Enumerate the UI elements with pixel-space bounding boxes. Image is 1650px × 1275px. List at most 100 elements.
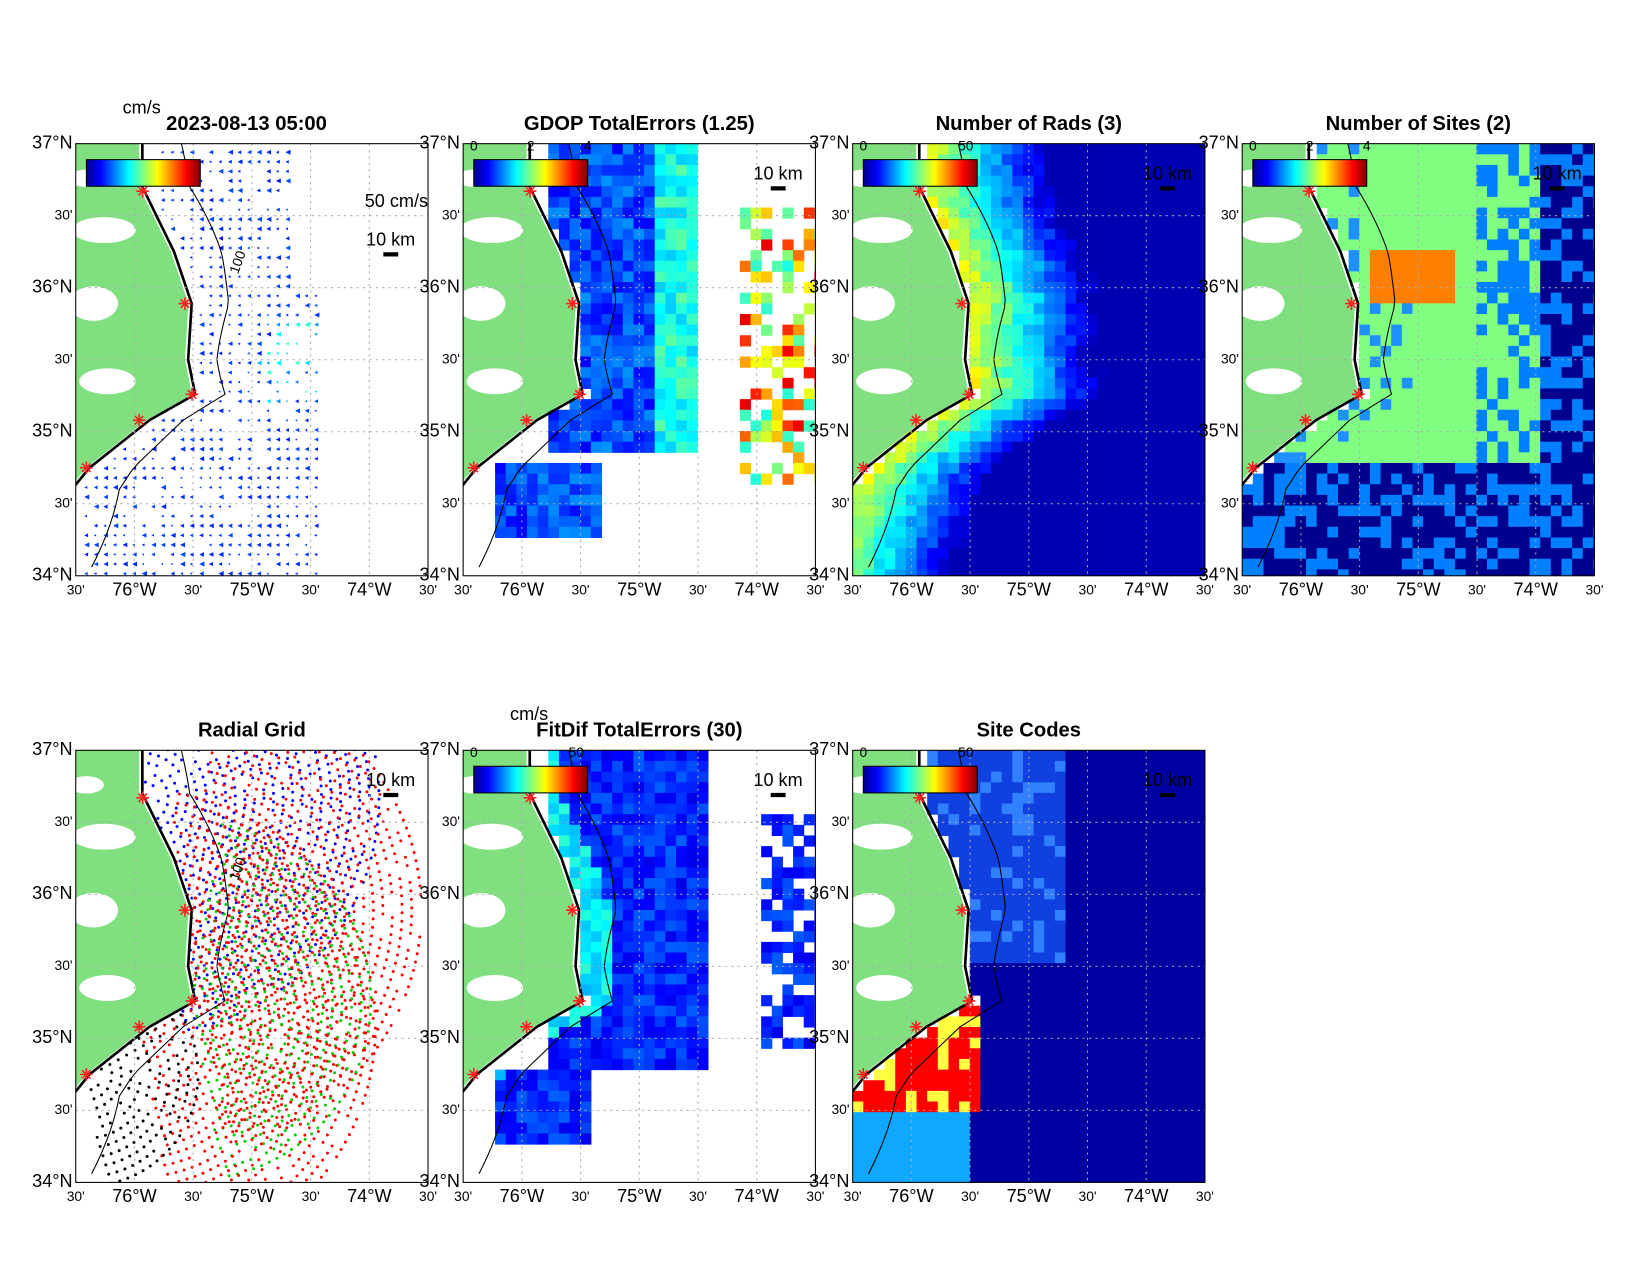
current-arrow — [208, 533, 212, 537]
data-cell — [1242, 569, 1254, 576]
data-cell — [1054, 377, 1067, 389]
data-cell — [761, 271, 773, 283]
data-cell — [1033, 367, 1045, 379]
radial-grid-point — [175, 700, 178, 703]
current-arrow — [247, 313, 250, 317]
data-cell — [1284, 526, 1296, 538]
data-cell — [1161, 409, 1173, 421]
data-cell — [1401, 345, 1414, 358]
data-cell — [1076, 526, 1088, 538]
data-cell — [633, 186, 645, 198]
data-cell — [1508, 282, 1520, 294]
data-cell — [1582, 154, 1594, 166]
current-arrow — [256, 322, 261, 327]
data-cell — [590, 196, 603, 209]
data-cell — [1012, 303, 1024, 315]
current-arrow — [227, 198, 231, 202]
radial-grid-point — [272, 959, 276, 963]
data-cell — [1391, 494, 1403, 507]
data-cell — [676, 409, 688, 421]
radial-grid-point — [184, 828, 188, 832]
data-cell — [980, 282, 992, 294]
site-marker — [132, 413, 146, 427]
data-cell — [927, 505, 939, 517]
data-cell — [580, 367, 592, 379]
data-cell — [1054, 388, 1067, 400]
data-cell — [1486, 526, 1499, 538]
data-cell — [782, 356, 794, 368]
radial-grid-point — [343, 716, 346, 719]
data-cell — [1065, 399, 1077, 411]
current-arrow — [285, 169, 289, 174]
data-cell — [1076, 303, 1088, 315]
current-arrow — [275, 437, 281, 442]
radial-grid-point — [295, 781, 299, 785]
radial-grid-point — [329, 733, 332, 736]
data-cell — [1582, 452, 1594, 464]
data-cell — [1444, 175, 1456, 187]
data-cell — [1550, 186, 1563, 198]
data-cell — [1203, 164, 1205, 177]
radial-grid-point — [277, 953, 281, 957]
data-cell — [1550, 484, 1563, 496]
current-arrow — [256, 294, 260, 298]
radial-grid-point — [302, 680, 305, 683]
data-cell — [1401, 494, 1414, 507]
data-cell — [1465, 452, 1477, 464]
radial-grid-point — [307, 793, 311, 797]
data-cell — [1001, 494, 1013, 507]
coastline — [463, 143, 585, 487]
data-cell — [927, 143, 939, 155]
data-cell — [1033, 239, 1045, 251]
data-cell — [1412, 409, 1424, 421]
radial-grid-point — [152, 733, 155, 736]
data-cell — [654, 207, 666, 219]
data-cell — [969, 239, 981, 251]
data-cell — [969, 558, 981, 570]
colorbar-tick-label: 0 — [470, 138, 478, 154]
data-cell — [686, 207, 698, 219]
data-cell — [980, 271, 992, 283]
radial-grid-point — [221, 816, 225, 820]
radial-grid-point — [183, 652, 186, 655]
data-cell — [814, 250, 816, 262]
radial-grid-point — [159, 745, 162, 748]
data-cell — [1550, 462, 1563, 475]
current-arrow — [103, 485, 108, 490]
data-cell — [1108, 420, 1120, 432]
radial-grid-point — [183, 603, 186, 606]
data-cell — [969, 441, 981, 453]
radial-grid-point — [280, 987, 284, 991]
radial-grid-point — [194, 687, 197, 690]
data-cell — [916, 462, 928, 475]
data-cell — [1203, 313, 1205, 326]
current-arrow — [285, 466, 289, 470]
data-cell — [569, 260, 581, 272]
data-cell — [852, 537, 864, 549]
data-cell — [1161, 537, 1173, 549]
data-cell — [1022, 335, 1035, 347]
radial-grid-point — [231, 701, 234, 704]
current-arrow — [275, 227, 279, 231]
radial-grid-point — [265, 1056, 269, 1060]
radial-grid-point — [307, 842, 311, 846]
radial-grid-point — [261, 858, 265, 862]
data-cell — [1022, 558, 1035, 570]
data-cell — [633, 239, 645, 251]
radial-grid-point — [228, 967, 232, 971]
current-arrow — [180, 494, 185, 500]
data-cell — [1065, 516, 1077, 528]
data-cell — [1476, 399, 1488, 411]
data-cell — [1171, 388, 1184, 400]
data-cell — [1150, 196, 1162, 209]
radial-grid-point — [366, 768, 370, 772]
data-cell — [1518, 186, 1531, 198]
current-arrow — [285, 265, 288, 269]
data-cell — [1455, 143, 1467, 155]
data-cell — [1550, 399, 1563, 411]
current-arrow — [304, 543, 308, 547]
radial-grid-point — [288, 678, 291, 681]
radial-grid-point — [269, 853, 273, 857]
data-cell — [1508, 218, 1520, 230]
radial-grid-point — [272, 917, 276, 921]
